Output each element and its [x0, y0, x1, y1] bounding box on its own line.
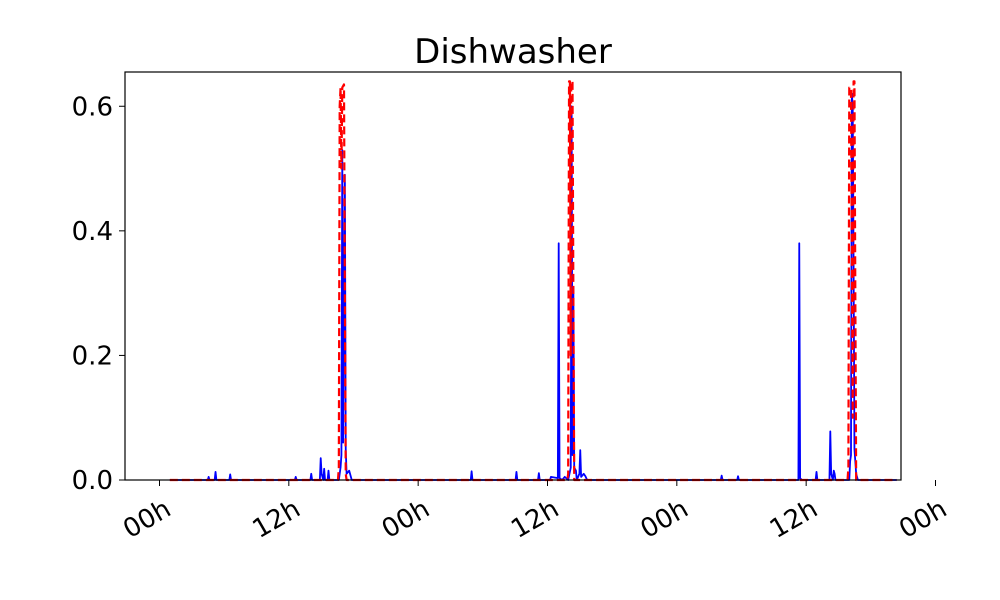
x-tick-label: 00h — [894, 494, 952, 545]
x-tick-label: 12h — [506, 494, 564, 545]
x-tick-label: 00h — [118, 494, 176, 545]
x-tick-label: 00h — [377, 494, 435, 545]
plot-series — [169, 80, 897, 482]
y-tick-label: 0.0 — [72, 466, 113, 496]
x-tick-label: 12h — [248, 494, 306, 545]
y-tick-label: 0.2 — [72, 341, 113, 371]
plot-frame — [124, 71, 902, 481]
series-line-2 — [169, 80, 897, 482]
y-tick-label: 0.4 — [72, 217, 113, 247]
y-axis: 0.0 0.2 0.4 0.6 — [72, 92, 125, 496]
chart-title: Dishwasher — [414, 32, 612, 72]
series-line-1 — [169, 92, 897, 481]
y-tick-label: 0.6 — [72, 92, 113, 122]
x-tick-label: 12h — [765, 494, 823, 545]
x-axis: 00h 12h 00h 12h 00h 12h 00h — [118, 480, 952, 545]
x-tick-label: 00h — [636, 494, 694, 545]
